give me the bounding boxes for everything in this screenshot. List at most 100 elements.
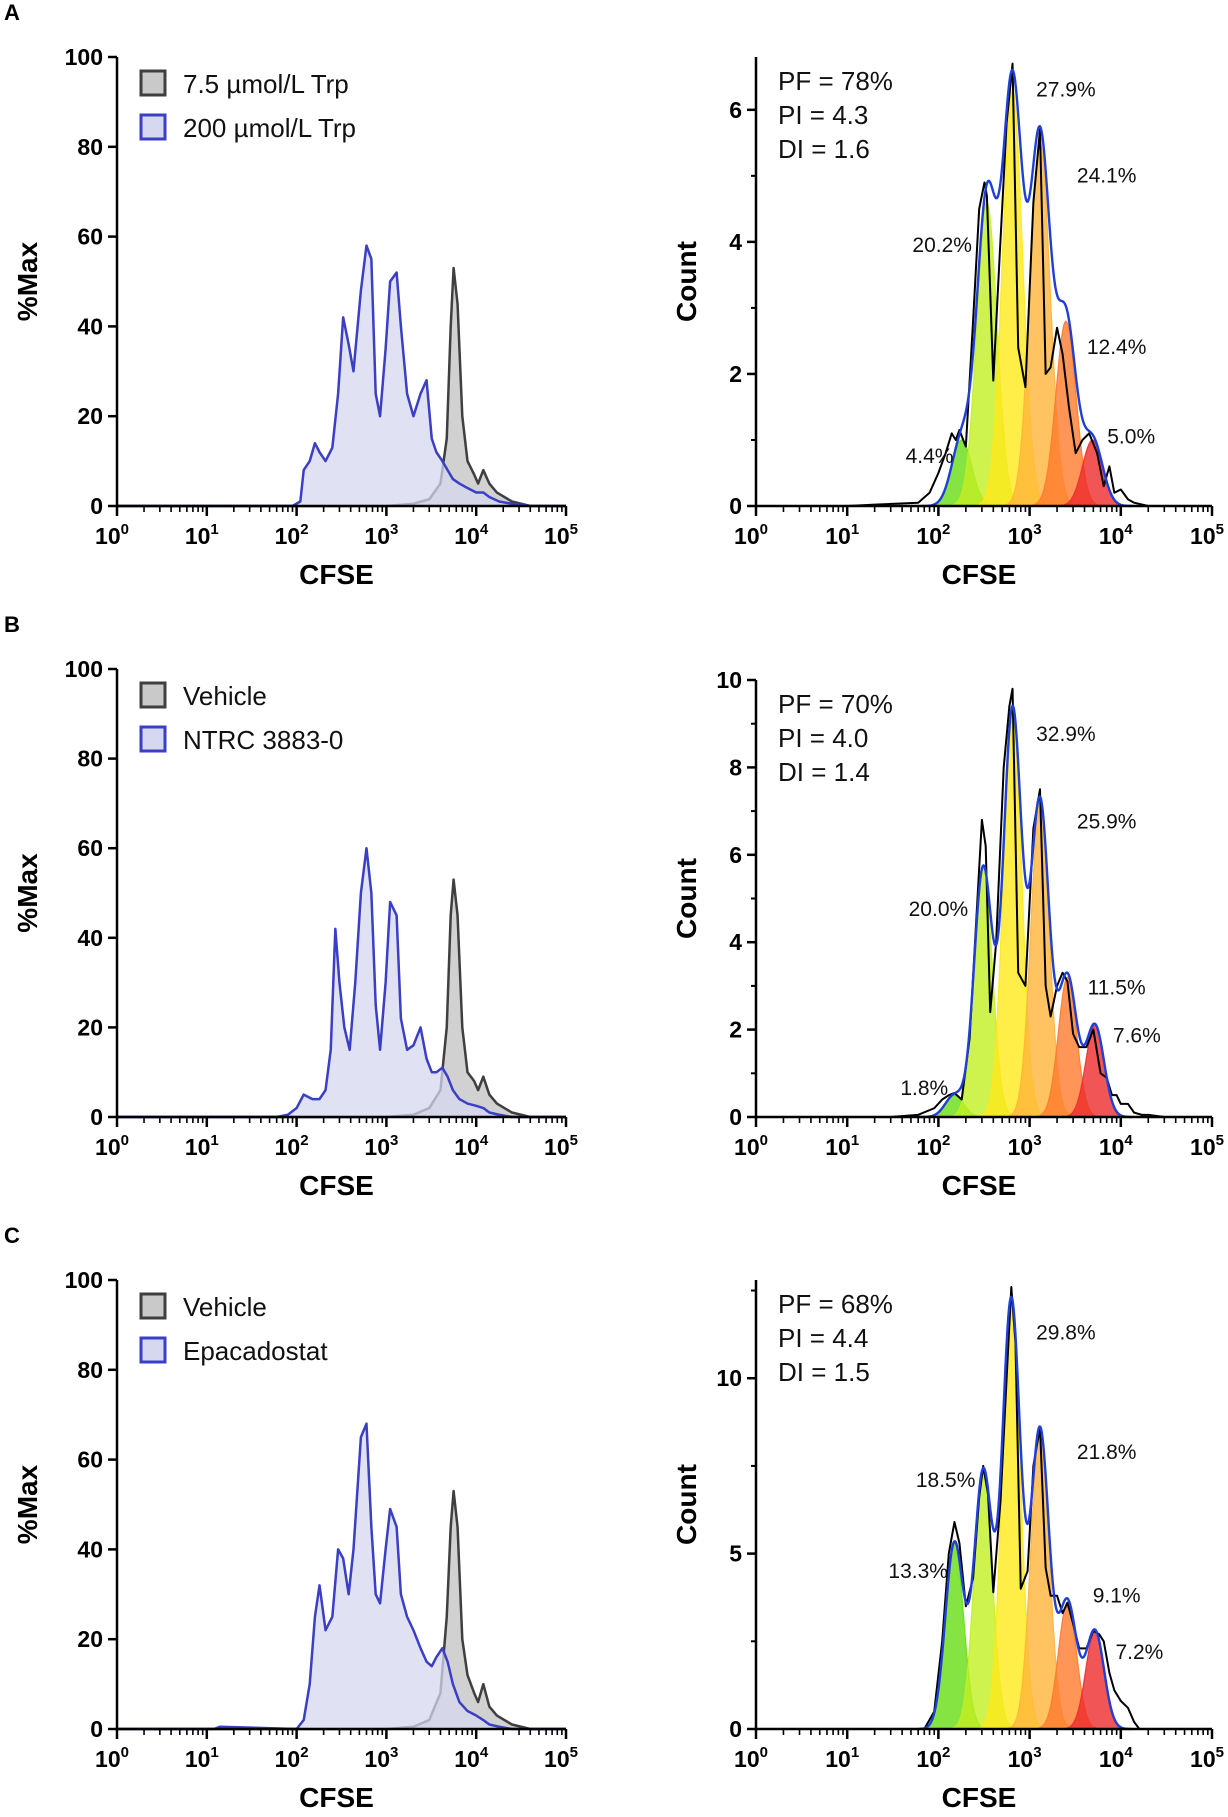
histogram-fill-blue — [117, 245, 566, 506]
x-tick-exponent: 3 — [390, 521, 398, 538]
x-tick-base: 10 — [544, 1746, 570, 1772]
x-tick-base: 10 — [734, 1134, 760, 1160]
generation-fits-b: 1.8% 20.0% 32.9% 25.9% 11.5% 7.6% — [756, 687, 1212, 1119]
x-tick-exponent: 1 — [210, 1744, 218, 1761]
x-tick-base: 10 — [1099, 1746, 1125, 1772]
y-tick-label: 100 — [65, 656, 103, 682]
histogram-fill-blue — [117, 848, 566, 1117]
x-tick-label: 103 — [1008, 1132, 1042, 1160]
x-tick-base: 10 — [734, 523, 760, 549]
x-tick-base: 10 — [95, 1134, 121, 1160]
x-tick-base: 10 — [1190, 1134, 1216, 1160]
x-tick-exponent: 4 — [1124, 1132, 1133, 1149]
x-tick-exponent: 3 — [390, 1132, 398, 1149]
x-tick-label: 100 — [734, 1744, 768, 1772]
legend-label: Epacadostat — [183, 1336, 328, 1366]
x-tick-exponent: 1 — [851, 1744, 859, 1761]
x-tick-exponent: 5 — [1216, 1744, 1224, 1761]
x-tick-base: 10 — [454, 1746, 480, 1772]
x-tick-exponent: 4 — [1124, 1744, 1133, 1761]
x-tick-exponent: 2 — [942, 521, 950, 538]
generation-percent-label: 5.0% — [1107, 425, 1155, 448]
legend-label: 200 µmol/L Trp — [183, 113, 356, 143]
x-tick-label: 104 — [454, 521, 489, 549]
x-axis-title: CFSE — [299, 1782, 374, 1813]
x-axis-title: CFSE — [942, 1782, 1017, 1813]
x-axis-title: CFSE — [299, 1170, 374, 1201]
x-tick-exponent: 2 — [942, 1132, 950, 1149]
x-tick-label: 105 — [544, 521, 578, 549]
x-axis-title: CFSE — [299, 559, 374, 590]
x-tick-label: 105 — [544, 1132, 578, 1160]
stat-line: DI = 1.5 — [778, 1357, 870, 1387]
y-tick-label: 0 — [90, 1716, 103, 1742]
y-tick-label: 20 — [77, 1014, 103, 1040]
y-tick-label: 4 — [729, 929, 742, 955]
histogram-fill-gray — [117, 268, 566, 506]
x-tick-label: 100 — [95, 521, 129, 549]
generation-percent-label: 32.9% — [1036, 723, 1096, 746]
x-tick-base: 10 — [825, 1134, 851, 1160]
x-tick-label: 105 — [1190, 1132, 1224, 1160]
y-tick-label: 6 — [729, 97, 742, 123]
x-tick-base: 10 — [454, 1134, 480, 1160]
generation-percent-label: 12.4% — [1087, 336, 1147, 359]
y-tick-label: 80 — [77, 134, 103, 160]
x-tick-exponent: 1 — [210, 1132, 218, 1149]
x-tick-base: 10 — [825, 523, 851, 549]
y-tick-label: 40 — [77, 313, 103, 339]
histogram-line-blue — [117, 846, 566, 1119]
legend: Vehicle Epacadostat — [139, 1292, 328, 1366]
generation-percent-label: 24.1% — [1077, 164, 1137, 187]
x-tick-label: 101 — [185, 1744, 219, 1772]
model-fit-line — [921, 68, 1134, 508]
stat-line: PF = 78% — [778, 66, 893, 96]
y-tick-label: 80 — [77, 746, 103, 772]
generation-percent-label: 25.9% — [1077, 811, 1137, 834]
x-tick-base: 10 — [544, 523, 570, 549]
y-axis-title: %Max — [12, 1464, 43, 1544]
x-tick-base: 10 — [364, 1746, 390, 1772]
legend: 7.5 µmol/L Trp 200 µmol/L Trp — [139, 69, 356, 143]
generation-percent-label: 13.3% — [888, 1560, 948, 1583]
stat-line: PI = 4.4 — [778, 1323, 868, 1353]
y-tick-label: 20 — [77, 1626, 103, 1652]
x-tick-label: 104 — [1099, 1132, 1134, 1160]
legend-label: NTRC 3883-0 — [183, 725, 343, 755]
x-tick-exponent: 5 — [1216, 1132, 1224, 1149]
y-tick-label: 0 — [729, 1104, 742, 1130]
x-tick-base: 10 — [95, 523, 121, 549]
y-tick-label: 0 — [729, 493, 742, 519]
x-tick-label: 100 — [95, 1132, 129, 1160]
generation-percent-label: 11.5% — [1088, 977, 1146, 1000]
x-tick-label: 103 — [1008, 1744, 1042, 1772]
x-tick-label: 103 — [1008, 521, 1042, 549]
x-tick-label: 100 — [734, 521, 768, 549]
histogram-line-blue — [117, 244, 566, 508]
x-tick-label: 101 — [825, 1132, 859, 1160]
x-tick-base: 10 — [1190, 1746, 1216, 1772]
x-tick-base: 10 — [275, 1134, 301, 1160]
x-tick-label: 102 — [916, 1132, 950, 1160]
x-tick-label: 102 — [275, 1132, 309, 1160]
legend: Vehicle NTRC 3883-0 — [139, 681, 343, 755]
x-tick-label: 103 — [364, 521, 398, 549]
model-fit-line — [917, 704, 1132, 1119]
x-tick-exponent: 1 — [851, 1132, 859, 1149]
legend-swatch-gray — [139, 681, 167, 709]
histogram-fill-gray — [117, 879, 566, 1117]
legend-label: Vehicle — [183, 1292, 267, 1322]
x-tick-base: 10 — [275, 1746, 301, 1772]
x-tick-label: 101 — [185, 521, 219, 549]
y-tick-label: 60 — [77, 835, 103, 861]
proliferation-stats: PF = 70% PI = 4.0 DI = 1.4 — [778, 689, 893, 787]
x-tick-base: 10 — [1099, 523, 1125, 549]
stat-line: PF = 68% — [778, 1289, 893, 1319]
model-fit-line — [917, 1295, 1132, 1731]
y-tick-label: 10 — [716, 667, 742, 693]
